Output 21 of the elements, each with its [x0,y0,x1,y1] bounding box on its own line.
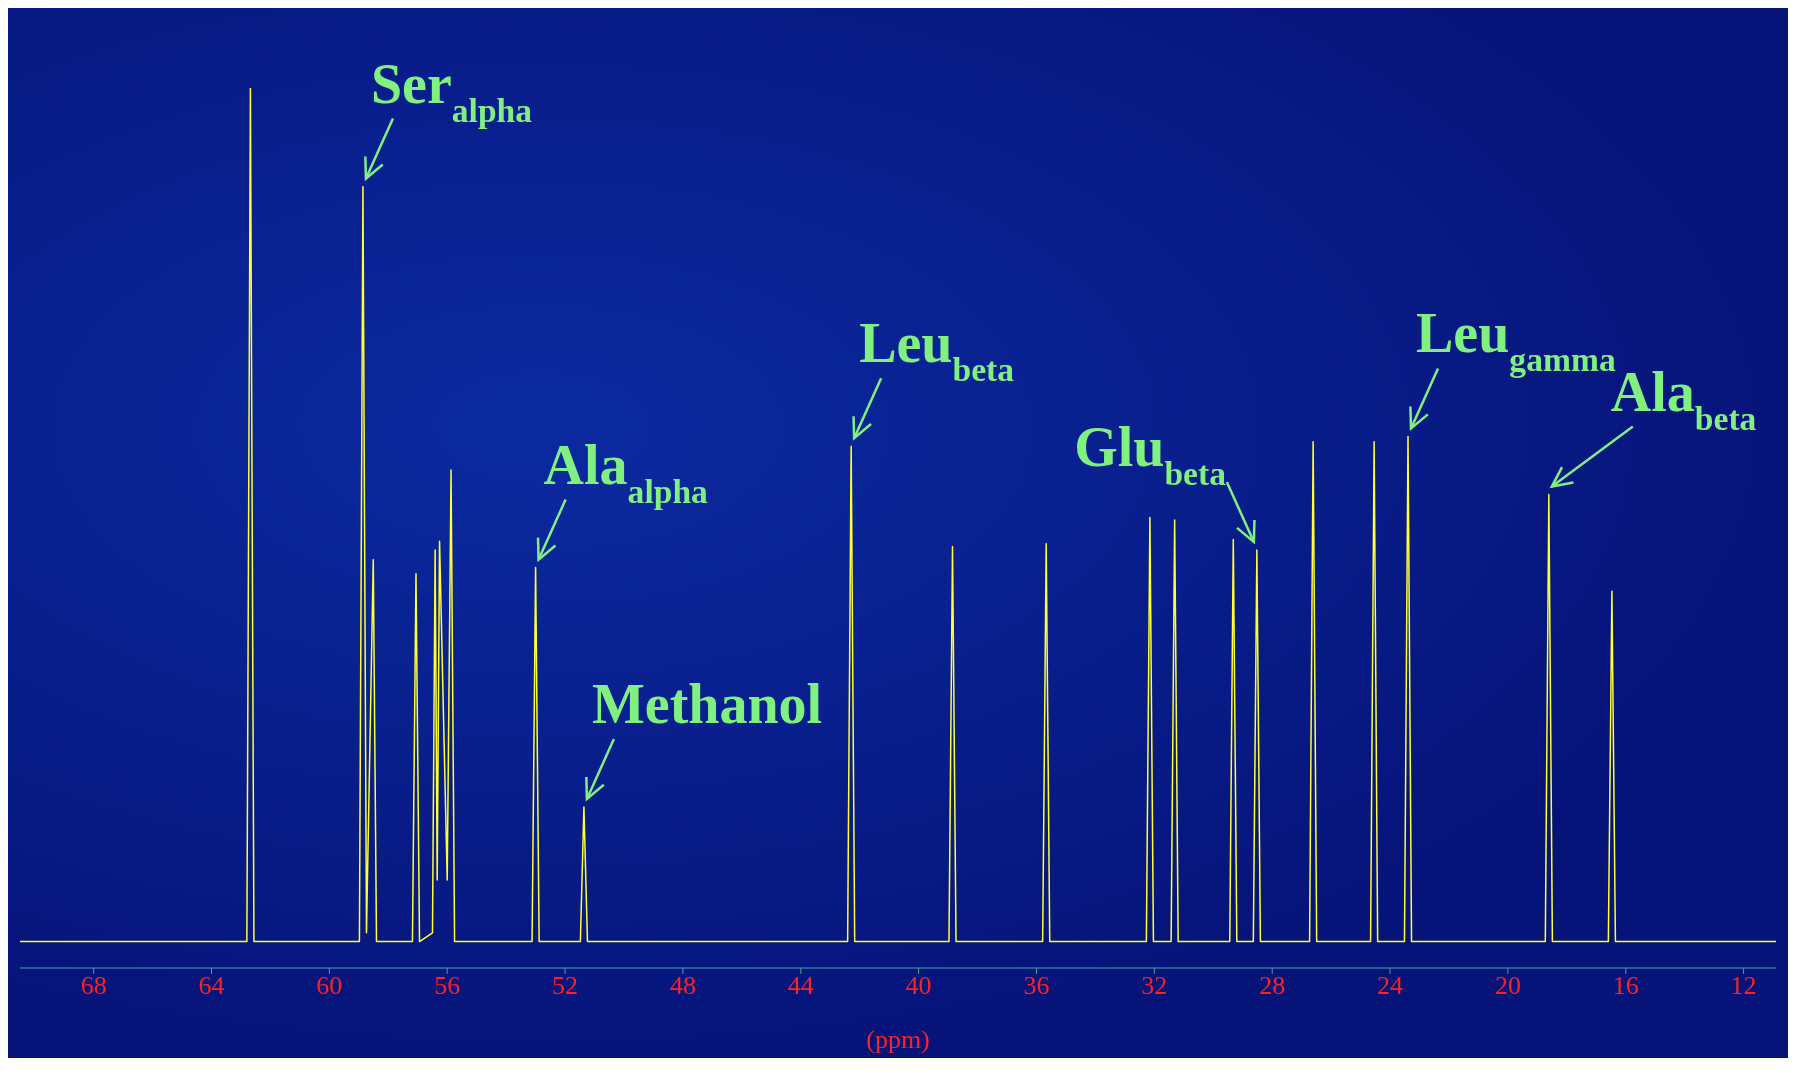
annotation: Ala$_{alpha}$ [543,433,709,510]
x-tick-label: 40 [905,971,932,1001]
annotation: Ser$_{alpha}$ [370,52,533,129]
x-tick-label: 16 [1612,971,1639,1001]
x-tick-label: 20 [1494,971,1521,1001]
x-tick-label: 44 [787,971,814,1001]
x-tick-label: 60 [316,971,343,1001]
x-tick-label: 12 [1730,971,1757,1001]
x-tick-label: 52 [552,971,579,1001]
x-tick-label: 64 [198,971,225,1001]
annotation: Glu$_{beta}$ [1074,416,1227,492]
annotation: Methanol [591,672,823,735]
x-tick-label: 36 [1023,971,1050,1001]
x-tick-label: 24 [1377,971,1404,1001]
x-axis-title: (ppm) [866,1025,930,1054]
x-tick-label: 28 [1259,971,1286,1001]
x-tick-label: 68 [80,971,107,1001]
annotation: Leu$_{beta}$ [859,312,1015,388]
x-tick-label: 56 [434,971,461,1001]
x-tick-label: 32 [1141,971,1168,1001]
x-tick-label: 48 [669,971,696,1001]
